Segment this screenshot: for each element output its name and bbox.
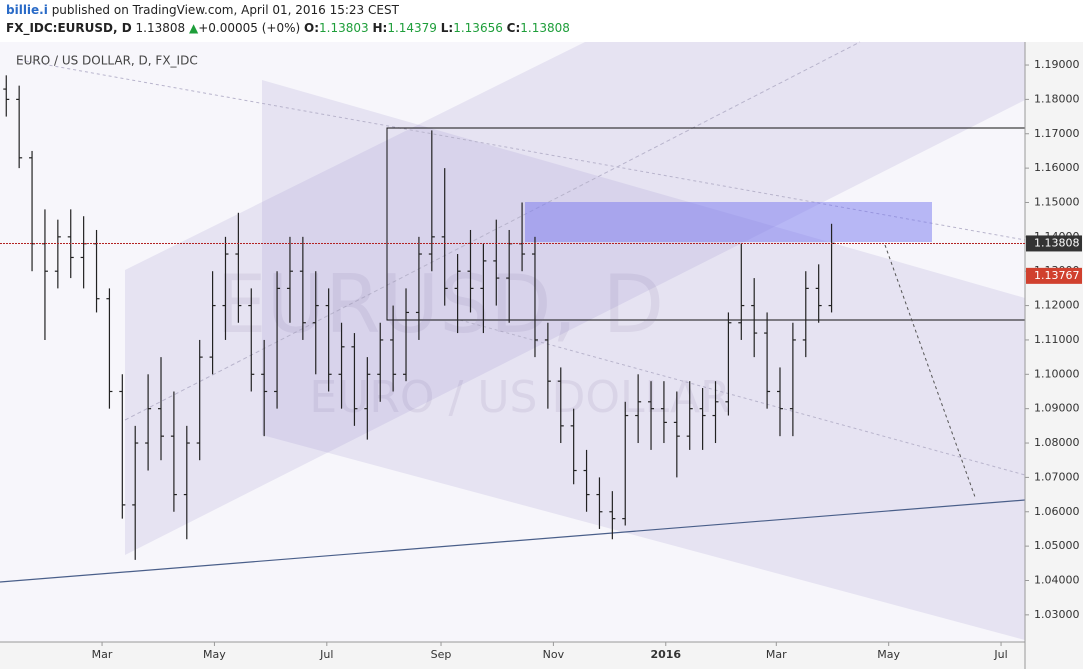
last-price-label: 1.13808 [1034, 236, 1080, 249]
x-tick-label: 2016 [650, 648, 681, 661]
x-tick-label: Jul [993, 648, 1007, 661]
o-label: O: [304, 21, 320, 35]
y-tick-label: 1.08000 [1034, 436, 1080, 449]
ascending-channel [125, 42, 1025, 555]
last-price-box [1026, 235, 1082, 252]
change: +0.00005 (+0%) [198, 21, 301, 35]
c-value: 1.13808 [520, 21, 570, 35]
x-tick-label: Sep [431, 648, 452, 661]
symbol: FX_IDC:EURUSD, D [6, 21, 132, 35]
author[interactable]: billie.i [6, 3, 48, 17]
l-value: 1.13656 [453, 21, 503, 35]
up-arrow: ▲ [189, 21, 199, 35]
trend-line [459, 319, 1026, 476]
header-line: billie.i published on TradingView.com, A… [6, 3, 399, 17]
y-tick-label: 1.06000 [1034, 505, 1080, 518]
descending-channel [262, 80, 1025, 640]
trend-line [19, 59, 1026, 241]
x-tick-label: May [877, 648, 900, 661]
o-value: 1.13803 [319, 21, 369, 35]
support-line [0, 499, 1026, 583]
y-tick-label: 1.11000 [1034, 333, 1080, 346]
chart-title: EURO / US DOLLAR, D, FX_IDC [16, 54, 198, 68]
watermark-sub: EURO / US DOLLAR [309, 372, 730, 423]
y-tick-label: 1.05000 [1034, 539, 1080, 552]
y-tick-label: 1.18000 [1034, 92, 1080, 105]
x-tick-label: Mar [92, 648, 113, 661]
quote-line: FX_IDC:EURUSD, D 1.13808 ▲+0.00005 (+0%)… [6, 21, 570, 35]
l-label: L: [440, 21, 454, 35]
y-tick-label: 1.07000 [1034, 470, 1080, 483]
x-tick-label: Nov [543, 648, 565, 661]
y-tick-label: 1.19000 [1034, 58, 1080, 71]
plot-background [0, 42, 1025, 642]
prev-price-label: 1.13767 [1034, 269, 1080, 282]
h-label: H: [372, 21, 388, 35]
last: 1.13808 [135, 21, 186, 35]
y-tick-label: 1.15000 [1034, 195, 1080, 208]
x-axis-background [0, 642, 1025, 669]
y-tick-label: 1.17000 [1034, 127, 1080, 140]
y-axis-background [1025, 42, 1083, 669]
watermark: EURUSD, D [216, 258, 664, 351]
channel-midline [124, 41, 861, 421]
prev-price-box [1026, 267, 1082, 284]
y-tick-label: 1.10000 [1034, 367, 1080, 380]
y-tick-label: 1.16000 [1034, 161, 1080, 174]
x-tick-label: Mar [766, 648, 787, 661]
c-label: C: [506, 21, 521, 35]
projection-line [884, 244, 976, 498]
h-value: 1.14379 [387, 21, 437, 35]
x-tick-label: May [203, 648, 226, 661]
y-tick-label: 1.12000 [1034, 299, 1080, 312]
y-tick-label: 1.04000 [1034, 573, 1080, 586]
y-tick-label: 1.09000 [1034, 402, 1080, 415]
y-tick-label: 1.03000 [1034, 608, 1080, 621]
x-tick-label: Jul [319, 648, 333, 661]
published: published on TradingView.com, April 01, … [51, 3, 399, 17]
resistance-zone [525, 202, 932, 242]
